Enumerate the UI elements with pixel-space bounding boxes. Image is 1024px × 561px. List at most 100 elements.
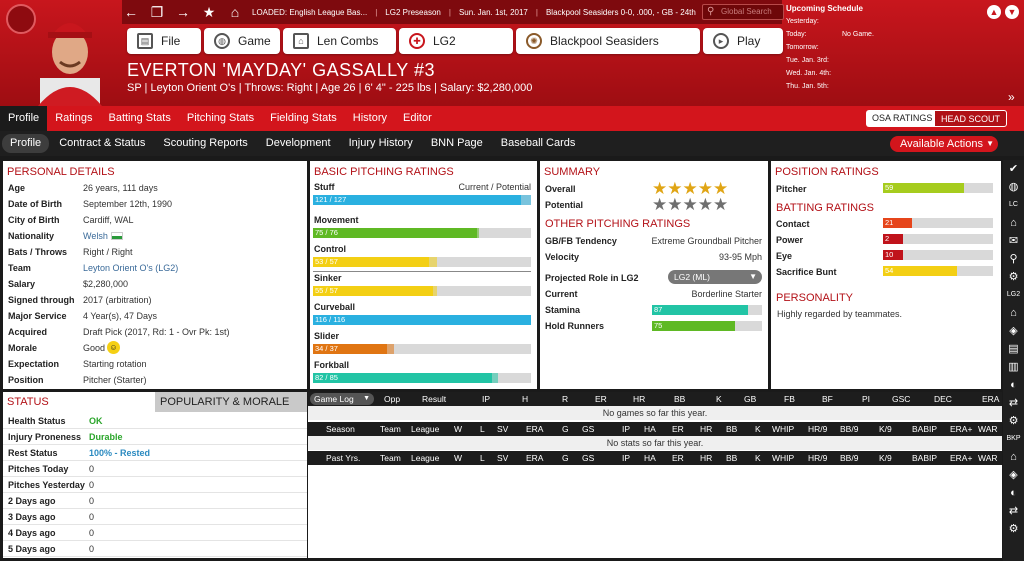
column-header[interactable]: FB: [784, 394, 795, 404]
house-icon[interactable]: ⌂: [1010, 451, 1017, 463]
play-button[interactable]: ▸ Play: [703, 28, 783, 54]
tab-fielding-stats[interactable]: Fielding Stats: [270, 112, 337, 124]
column-header[interactable]: ERA: [982, 394, 1000, 404]
forward-icon[interactable]: →: [176, 4, 190, 20]
column-header[interactable]: Result: [422, 394, 447, 404]
house-icon[interactable]: ⌂: [1010, 217, 1017, 229]
game-button[interactable]: ◍ Game: [204, 28, 280, 54]
column-header[interactable]: Team: [380, 424, 401, 434]
column-header[interactable]: DEC: [934, 394, 952, 404]
column-header[interactable]: K: [716, 394, 722, 404]
head-scout-toggle[interactable]: HEAD SCOUT: [934, 110, 1008, 127]
column-header[interactable]: WHIP: [772, 424, 795, 434]
column-header[interactable]: G: [562, 453, 569, 463]
column-header[interactable]: League: [411, 424, 440, 434]
column-header[interactable]: HA: [644, 424, 656, 434]
column-header[interactable]: WHIP: [772, 453, 795, 463]
column-header[interactable]: K: [755, 453, 761, 463]
house-icon[interactable]: ⌂: [1010, 307, 1017, 319]
column-header[interactable]: ER: [595, 394, 607, 404]
column-header[interactable]: ERA+: [950, 453, 973, 463]
global-search-input[interactable]: ⚲ Global Search: [702, 4, 784, 20]
column-header[interactable]: H: [522, 394, 529, 404]
chevron-up-icon[interactable]: ▲: [987, 5, 1001, 19]
column-header[interactable]: L: [480, 424, 485, 434]
column-header[interactable]: G: [562, 424, 569, 434]
column-header[interactable]: R: [562, 394, 569, 404]
column-header[interactable]: PI: [862, 394, 871, 404]
home-icon[interactable]: ⌂: [230, 4, 240, 20]
column-header[interactable]: K/9: [879, 453, 892, 463]
column-header[interactable]: League: [411, 453, 440, 463]
column-header[interactable]: Past Yrs.: [326, 453, 361, 463]
column-header[interactable]: IP: [482, 394, 491, 404]
search-icon[interactable]: ⚲: [1009, 253, 1018, 265]
column-header[interactable]: BABIP: [912, 453, 938, 463]
tab-editor[interactable]: Editor: [403, 112, 432, 124]
column-header[interactable]: K: [755, 424, 761, 434]
available-actions-button[interactable]: Available Actions ▼: [890, 136, 998, 152]
column-header[interactable]: BB/9: [840, 453, 859, 463]
tab-pitching-stats[interactable]: Pitching Stats: [186, 112, 255, 124]
column-header[interactable]: SV: [497, 424, 509, 434]
column-header[interactable]: IP: [622, 453, 631, 463]
column-header[interactable]: GB: [744, 394, 757, 404]
column-header[interactable]: HR/9: [808, 453, 828, 463]
file-button[interactable]: ▤ File: [127, 28, 201, 54]
status-title[interactable]: STATUS: [7, 396, 49, 408]
column-header[interactable]: ER: [672, 424, 684, 434]
column-header[interactable]: HR: [700, 424, 713, 434]
subtab-baseball-cards[interactable]: Baseball Cards: [500, 137, 576, 149]
role-select[interactable]: LG2 (ML) ▼: [668, 270, 762, 284]
subtab-injury-history[interactable]: Injury History: [348, 137, 413, 149]
mail-icon[interactable]: ✉: [1008, 235, 1019, 247]
diamond-icon[interactable]: ◈: [1009, 325, 1018, 337]
manager-button[interactable]: ⌂ Len Combs: [283, 28, 396, 54]
checkmark-icon[interactable]: ✔: [1008, 163, 1019, 175]
expand-icon[interactable]: »: [1008, 90, 1015, 104]
column-header[interactable]: SV: [497, 453, 509, 463]
gear-icon[interactable]: ⚙: [1008, 523, 1019, 535]
column-header[interactable]: Team: [380, 453, 401, 463]
column-header[interactable]: K/9: [879, 424, 892, 434]
league-button[interactable]: ✚ LG2: [399, 28, 513, 54]
tab-profile[interactable]: Profile: [0, 106, 48, 131]
column-header[interactable]: BB: [726, 453, 738, 463]
column-header[interactable]: ERA: [526, 453, 544, 463]
baseball-icon[interactable]: ◐: [1010, 379, 1017, 391]
column-header[interactable]: WAR: [978, 424, 998, 434]
column-header[interactable]: BB: [726, 424, 738, 434]
column-header[interactable]: GS: [582, 424, 595, 434]
column-header[interactable]: WAR: [978, 453, 998, 463]
column-header[interactable]: BABIP: [912, 424, 938, 434]
column-header[interactable]: ERA: [526, 424, 544, 434]
column-header[interactable]: HR: [700, 453, 713, 463]
osa-ratings-toggle[interactable]: OSA RATINGS: [866, 110, 939, 127]
column-header[interactable]: HA: [644, 453, 656, 463]
column-header[interactable]: BB/9: [840, 424, 859, 434]
transfer-icon[interactable]: ⇄: [1008, 397, 1019, 409]
game-log-select[interactable]: Game Log ▼: [310, 393, 374, 405]
subtab-scouting-reports[interactable]: Scouting Reports: [163, 137, 248, 149]
chevron-down-icon[interactable]: ▼: [1005, 5, 1019, 19]
detail-value[interactable]: Leyton Orient O's (LG2): [83, 263, 179, 273]
bar-chart-icon[interactable]: ▥: [1008, 361, 1019, 373]
document-icon[interactable]: ▤: [1008, 343, 1019, 355]
globe-icon[interactable]: ◍: [1008, 181, 1019, 193]
team-button[interactable]: ✺ Blackpool Seasiders: [516, 28, 700, 54]
subtab-contract-status[interactable]: Contract & Status: [59, 137, 146, 149]
transfer-icon[interactable]: ⇄: [1008, 505, 1019, 517]
column-header[interactable]: GS: [582, 453, 595, 463]
column-header[interactable]: Season: [326, 424, 355, 434]
tab-batting-stats[interactable]: Batting Stats: [108, 112, 171, 124]
column-header[interactable]: ER: [672, 453, 684, 463]
column-header[interactable]: W: [454, 453, 463, 463]
column-header[interactable]: L: [480, 453, 485, 463]
column-header[interactable]: BF: [822, 394, 833, 404]
popularity-morale-tab[interactable]: POPULARITY & MORALE: [155, 392, 307, 412]
diamond-icon[interactable]: ◈: [1009, 469, 1018, 481]
subtab-development[interactable]: Development: [265, 137, 331, 149]
column-header[interactable]: Opp: [384, 394, 401, 404]
game-logo[interactable]: [6, 4, 36, 34]
column-header[interactable]: GSC: [892, 394, 911, 404]
